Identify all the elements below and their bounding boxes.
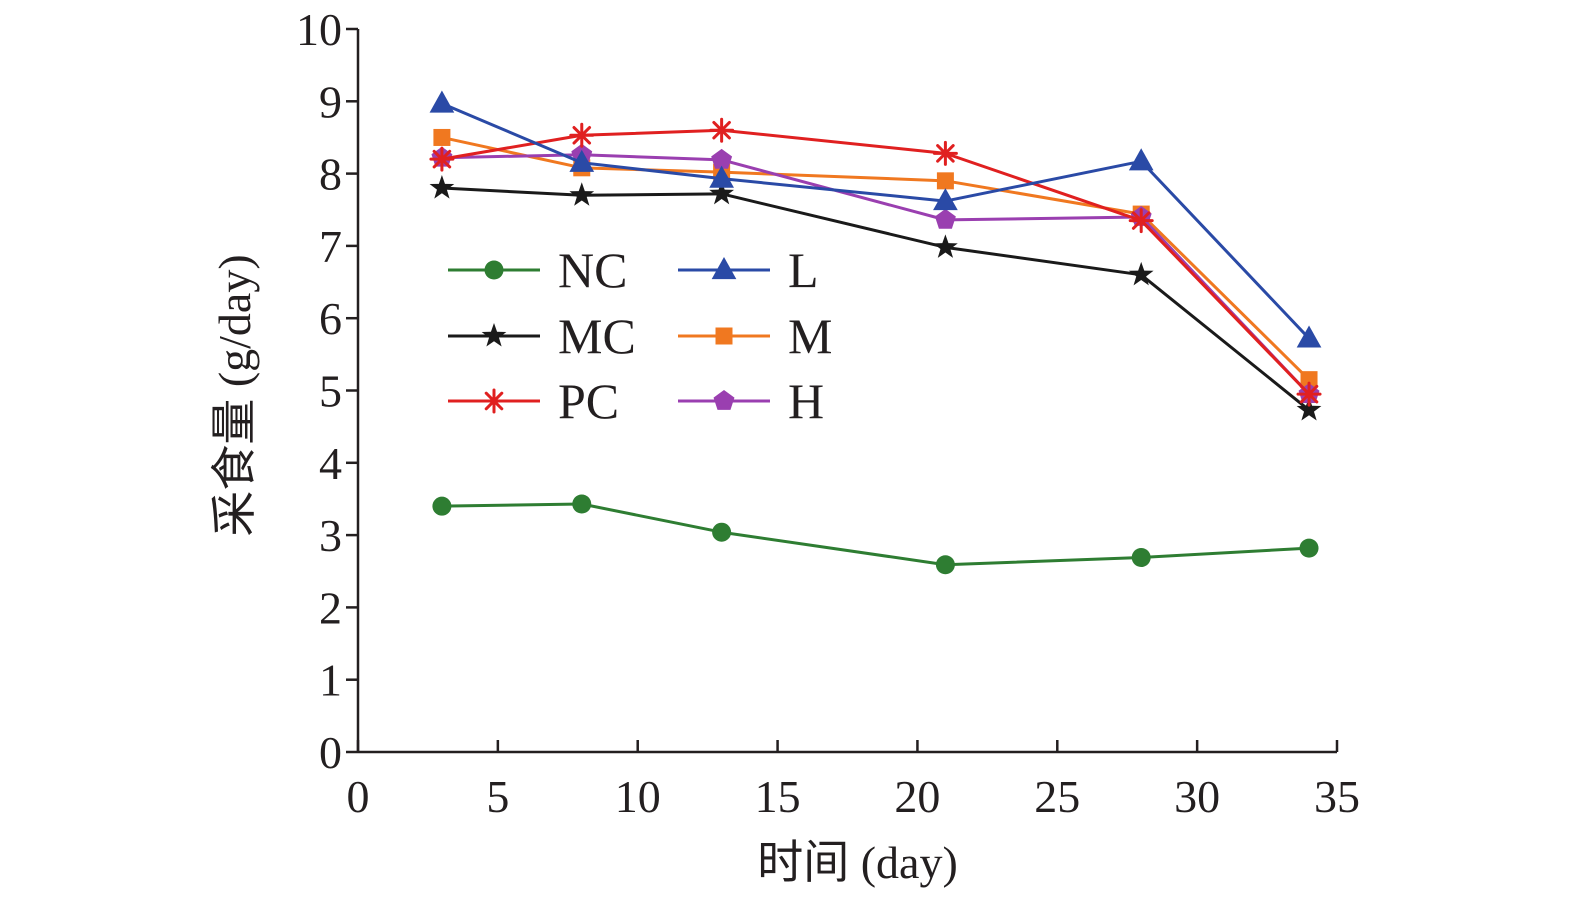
data-point-pc [569,122,595,148]
data-point-mc [709,180,734,205]
data-point-l [569,149,595,172]
data-point-mc [1296,397,1322,421]
data-point-nc [432,496,452,516]
data-point-l [1296,325,1322,348]
legend-item-mc: MC [448,308,636,364]
series-l [429,90,1322,348]
y-tick-label: 7 [319,221,342,272]
legend-item-h: H [678,373,824,429]
y-tick-label: 0 [319,727,342,778]
y-tick-label: 9 [319,76,342,127]
y-tick-label: 6 [319,293,342,344]
series-line-l [441,102,1311,340]
data-point-m [936,172,954,190]
series-mc [429,175,1322,421]
x-tick-label: 15 [755,771,801,822]
y-tick-label: 2 [319,582,342,633]
legend-marker-l [711,257,737,280]
x-tick-label: 30 [1174,771,1220,822]
series-line-mc [441,186,1310,412]
data-point-pc [932,140,958,166]
data-point-l [933,188,958,211]
legend-marker-pc [481,388,507,414]
data-point-nc [935,555,955,575]
legend: NC L MC M PC H [448,242,832,429]
legend-label-m: M [788,308,832,364]
data-point-pc [709,117,735,143]
series-nc [432,494,1319,575]
data-point-m [1300,371,1318,389]
legend-label-mc: MC [558,308,636,364]
y-tick-label: 4 [319,438,342,489]
legend-item-l: L [678,242,819,298]
x-tick-label: 20 [894,771,940,822]
data-point-pc [1296,381,1322,407]
legend-label-h: H [788,373,824,429]
data-point-h [711,148,733,169]
data-point-pc [429,146,455,172]
data-point-l [709,165,734,188]
y-tick-label: 1 [319,655,342,706]
y-tick-label: 10 [296,4,342,55]
series-line-m [441,135,1311,381]
data-point-mc [933,234,958,258]
series-pc [429,117,1322,407]
x-tick-label: 0 [347,771,370,822]
y-tick-label: 5 [319,366,342,417]
data-point-h [934,208,956,229]
x-tick-label: 25 [1034,771,1080,822]
data-point-nc [712,522,732,542]
x-tick-label: 10 [615,771,661,822]
legend-marker-h [713,390,735,410]
legend-item-pc: PC [448,373,619,429]
x-tick-label: 5 [486,771,509,822]
y-tick-label: 8 [319,149,342,200]
legend-marker-m [715,327,733,345]
data-point-l [429,90,455,113]
legend-marker-mc [481,323,507,347]
y-tick-label: 3 [319,510,342,561]
data-point-mc [1128,261,1154,286]
legend-label-nc: NC [558,242,627,298]
legend-item-m: M [678,308,832,364]
series-line-pc [441,128,1311,396]
legend-label-l: L [788,242,819,298]
data-point-pc [1128,208,1154,234]
data-point-nc [1299,538,1319,558]
data-point-mc [569,182,595,206]
legend-item-nc: NC [448,242,627,298]
data-point-l [1128,148,1154,171]
legend-label-pc: PC [558,373,619,429]
x-tick-label: 35 [1314,771,1360,822]
data-point-mc [429,175,455,199]
x-axis-title: 时间 (day) [757,837,958,888]
data-point-m [433,128,451,146]
data-point-nc [572,494,592,514]
series-layer [429,90,1322,575]
legend-marker-nc [484,260,504,280]
y-axis-title: 采食量 (g/day) [209,254,260,536]
data-point-nc [1131,548,1151,568]
series-line-nc [441,502,1310,567]
axes: 0 1 2 3 4 5 6 7 8 9 10 0 5 10 15 20 25 30 35 [296,4,1360,822]
